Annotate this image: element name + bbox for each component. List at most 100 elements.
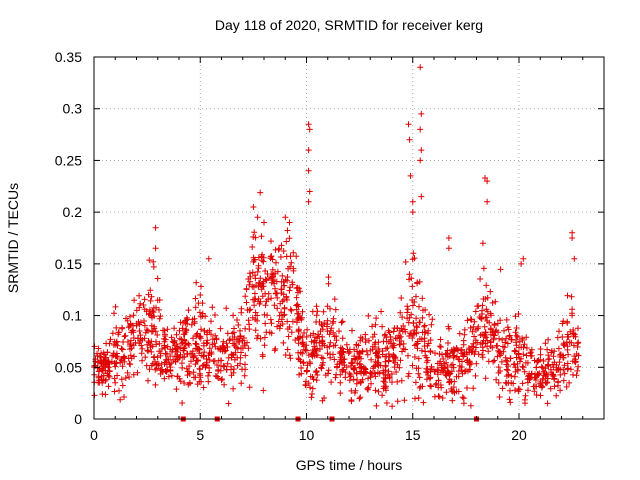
data-point bbox=[402, 259, 409, 265]
data-point bbox=[418, 347, 425, 354]
data-point bbox=[145, 291, 152, 298]
y-tick-label: 0 bbox=[74, 411, 82, 427]
data-point bbox=[262, 268, 269, 274]
data-point bbox=[284, 227, 291, 234]
data-point bbox=[518, 260, 525, 267]
data-point bbox=[309, 391, 315, 397]
data-point bbox=[130, 371, 137, 378]
data-point bbox=[485, 348, 492, 355]
data-point bbox=[148, 293, 155, 300]
data-point bbox=[469, 328, 476, 335]
data-point bbox=[186, 370, 193, 377]
data-point bbox=[332, 306, 339, 313]
data-point bbox=[218, 363, 224, 370]
data-point bbox=[113, 324, 120, 331]
data-point bbox=[379, 348, 386, 354]
data-point bbox=[257, 189, 264, 196]
data-point bbox=[416, 374, 423, 381]
data-point bbox=[273, 290, 279, 297]
data-point bbox=[429, 316, 436, 323]
data-point bbox=[180, 331, 187, 338]
data-point bbox=[369, 334, 376, 340]
data-point bbox=[308, 394, 315, 401]
data-point bbox=[448, 385, 455, 392]
data-point bbox=[312, 369, 319, 375]
data-point bbox=[544, 400, 551, 407]
data-point bbox=[194, 346, 201, 352]
data-point bbox=[467, 324, 474, 331]
data-point bbox=[278, 316, 285, 323]
data-point bbox=[438, 384, 445, 391]
data-point bbox=[428, 321, 435, 328]
data-point bbox=[470, 343, 477, 350]
data-point bbox=[415, 395, 422, 401]
data-point bbox=[445, 245, 452, 252]
data-point bbox=[246, 384, 253, 391]
data-point bbox=[410, 250, 417, 257]
data-point bbox=[505, 326, 512, 333]
data-point bbox=[131, 297, 138, 304]
data-point bbox=[171, 337, 178, 344]
data-point bbox=[456, 356, 463, 363]
data-point bbox=[113, 338, 120, 345]
data-point bbox=[326, 331, 333, 338]
data-point bbox=[572, 359, 579, 366]
data-point bbox=[117, 359, 124, 366]
data-point bbox=[473, 344, 479, 351]
data-point bbox=[373, 402, 380, 409]
data-point bbox=[409, 209, 416, 216]
data-point bbox=[281, 305, 288, 312]
data-point bbox=[423, 376, 430, 383]
data-point bbox=[101, 357, 107, 364]
y-tick-label: 0.05 bbox=[55, 359, 82, 375]
data-point bbox=[458, 364, 465, 370]
data-point bbox=[494, 320, 501, 327]
data-point bbox=[477, 341, 484, 348]
data-point bbox=[530, 383, 537, 390]
data-point bbox=[337, 348, 344, 355]
data-point bbox=[313, 303, 320, 310]
data-point bbox=[229, 330, 236, 337]
data-point bbox=[241, 372, 248, 379]
data-point bbox=[426, 375, 433, 382]
data-point bbox=[484, 178, 491, 185]
data-point bbox=[422, 329, 429, 336]
data-point bbox=[151, 353, 158, 360]
data-point bbox=[487, 338, 494, 345]
data-point bbox=[299, 308, 306, 315]
data-point bbox=[263, 277, 270, 284]
y-tick-label: 0.1 bbox=[63, 308, 83, 324]
data-point bbox=[459, 394, 466, 401]
data-point bbox=[445, 340, 451, 346]
data-point bbox=[474, 303, 481, 310]
data-point bbox=[523, 334, 530, 341]
data-point bbox=[525, 387, 531, 394]
data-point bbox=[209, 304, 216, 311]
data-point bbox=[209, 336, 216, 343]
data-point bbox=[297, 288, 304, 295]
data-point bbox=[560, 318, 567, 325]
data-point bbox=[569, 306, 576, 313]
data-point bbox=[243, 286, 250, 293]
data-point bbox=[384, 345, 391, 351]
data-point bbox=[249, 244, 256, 250]
data-point bbox=[439, 395, 446, 401]
data-point bbox=[305, 147, 312, 154]
data-point bbox=[268, 320, 275, 327]
data-point bbox=[477, 315, 484, 322]
data-point bbox=[330, 315, 337, 322]
data-point bbox=[507, 399, 514, 406]
data-point bbox=[230, 329, 237, 336]
data-point bbox=[318, 321, 325, 328]
data-point bbox=[121, 394, 127, 400]
data-point bbox=[170, 356, 177, 363]
data-point bbox=[394, 325, 401, 331]
data-point bbox=[299, 350, 306, 357]
data-point bbox=[401, 397, 408, 404]
data-point bbox=[442, 371, 449, 378]
data-point bbox=[411, 342, 418, 349]
data-point bbox=[290, 267, 297, 274]
data-point bbox=[113, 360, 120, 367]
data-point bbox=[333, 333, 340, 340]
data-point bbox=[409, 335, 416, 341]
